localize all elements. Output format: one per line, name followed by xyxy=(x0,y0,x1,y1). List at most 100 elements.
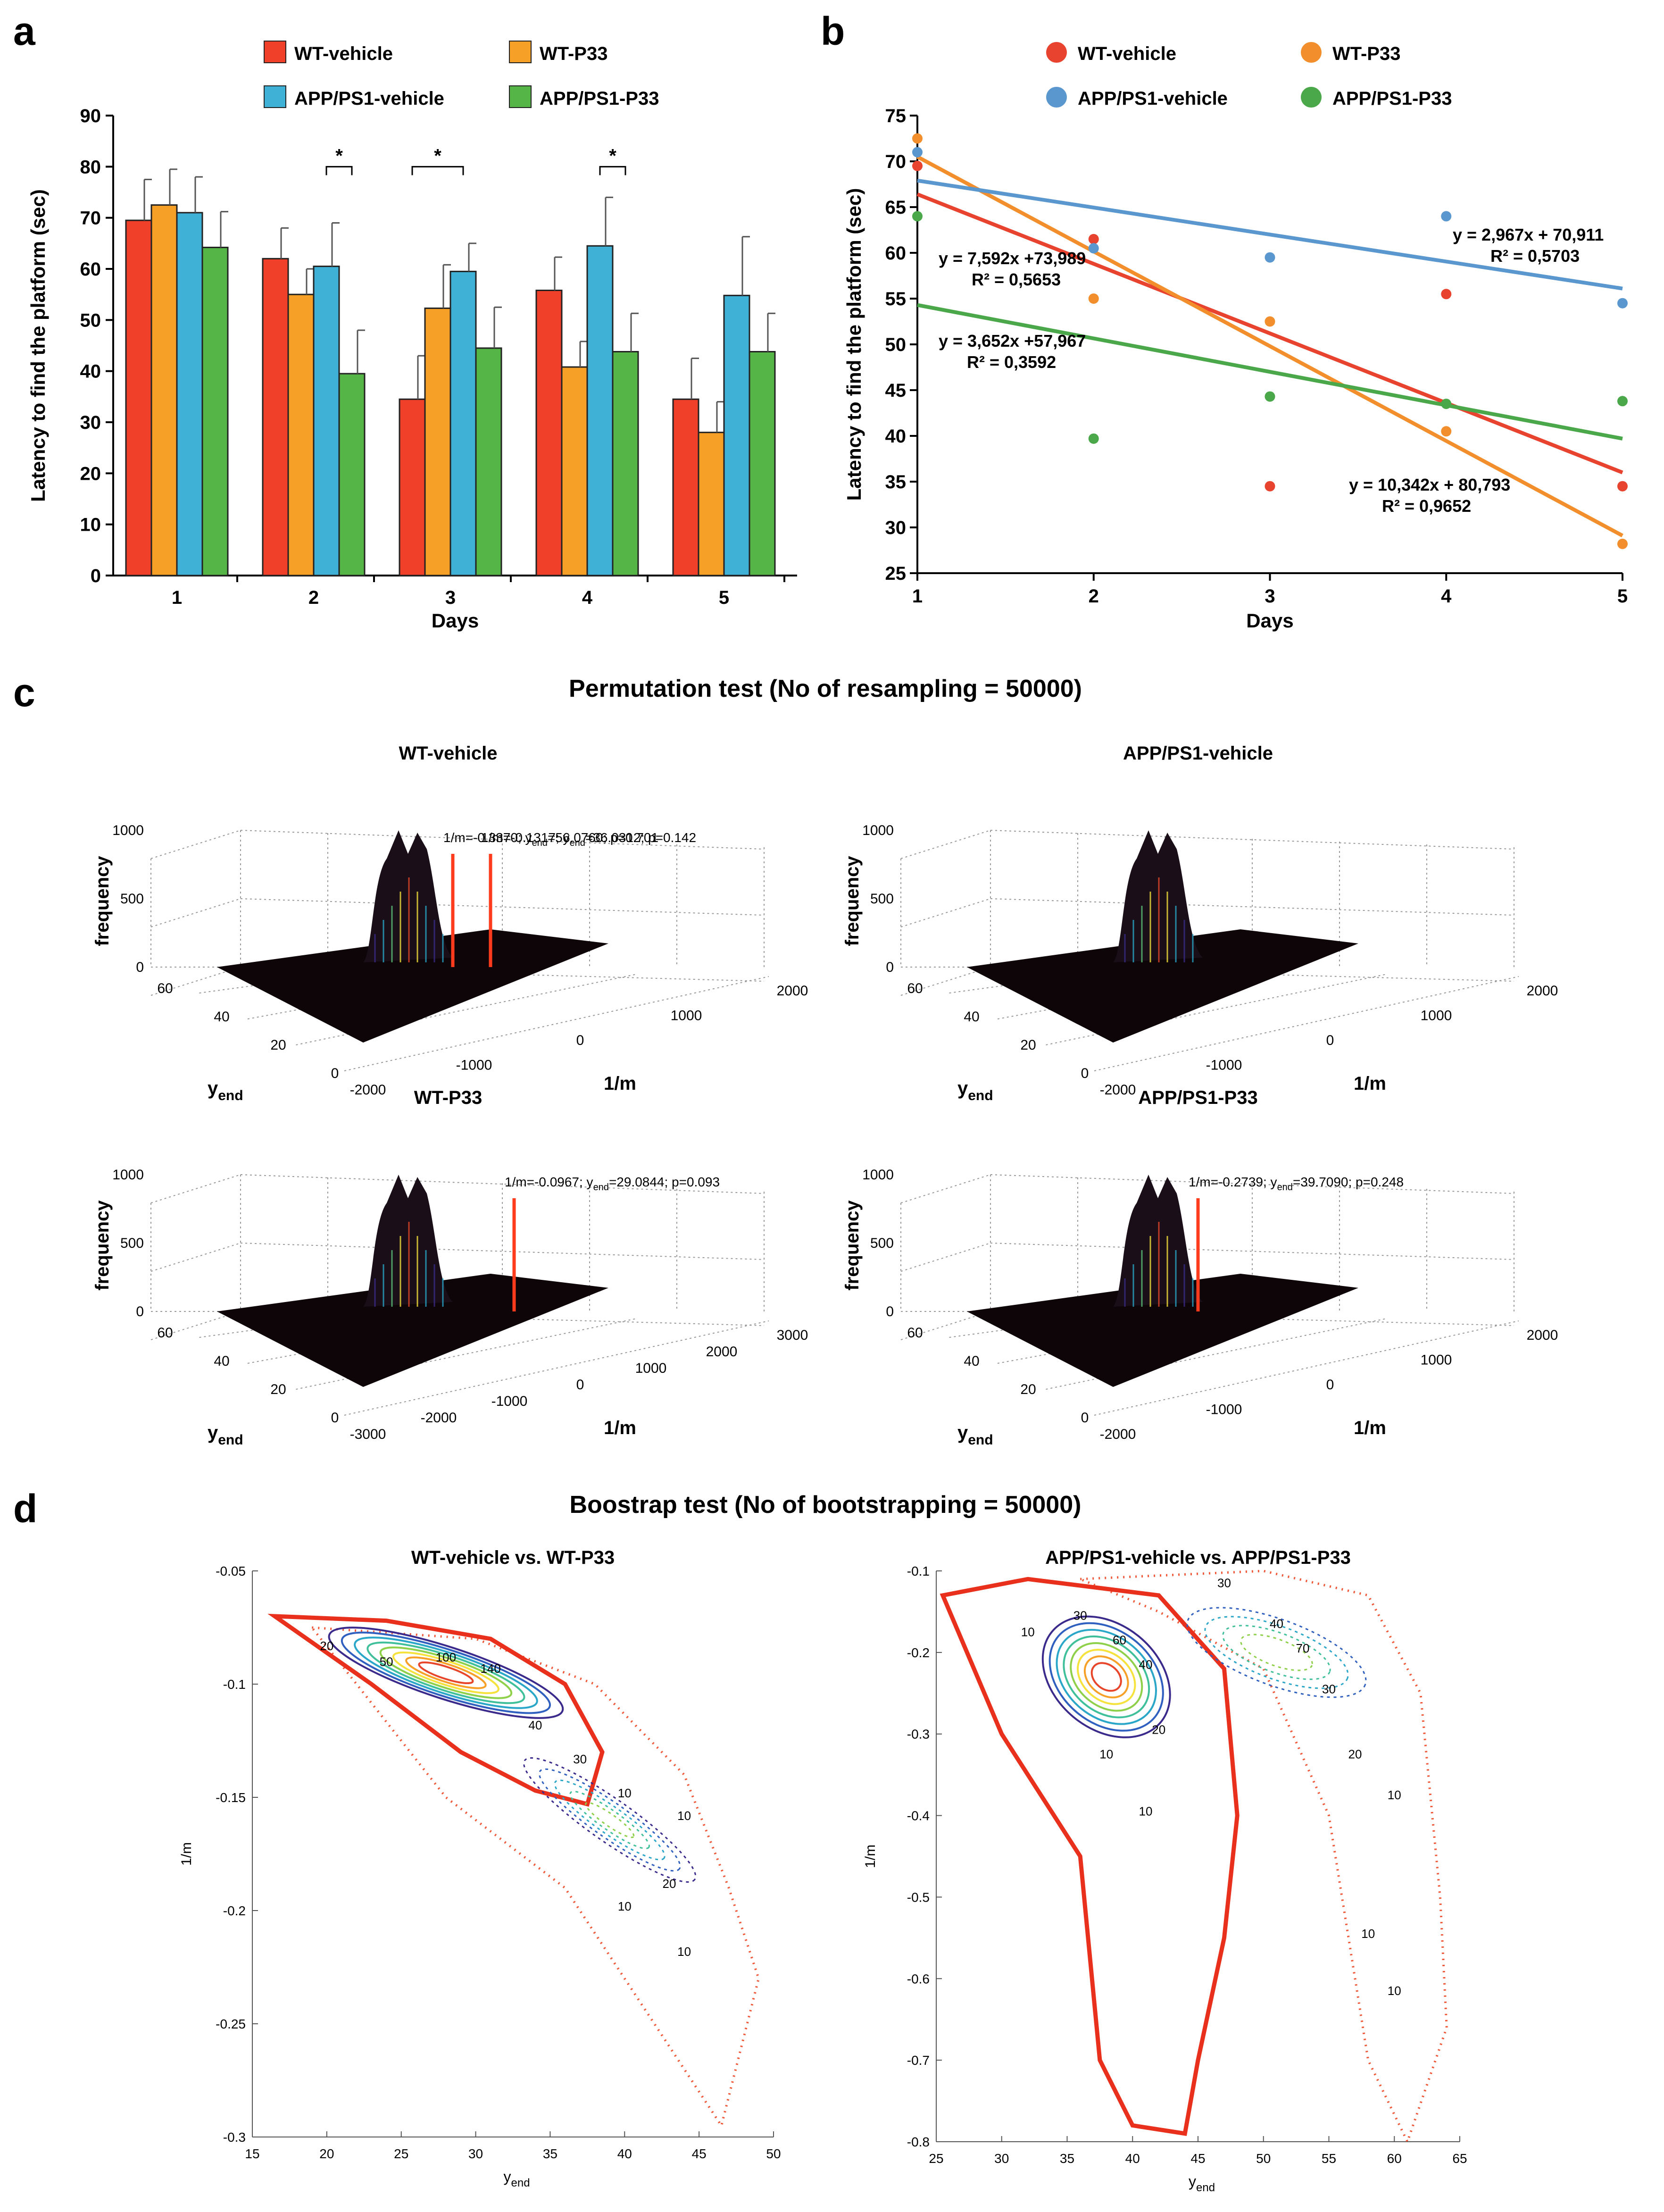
r-squared-app-ps1-p33: R² = 0,3592 xyxy=(967,352,1056,372)
r-squared-wt-vehicle: R² = 0,5653 xyxy=(972,270,1061,289)
y-tick-label: -0.6 xyxy=(907,1971,930,1986)
grid-line xyxy=(900,898,991,927)
x-tick-label: 65 xyxy=(1452,2151,1467,2166)
y-tick-label: 30 xyxy=(80,412,101,433)
z-tick-label: 0 xyxy=(136,1304,144,1319)
data-point-app-ps1-p33-day-2 xyxy=(1088,433,1099,444)
z-tick-label: 1000 xyxy=(112,1167,144,1183)
x-tick-label: 30 xyxy=(468,2146,483,2161)
grid-line xyxy=(150,830,241,859)
x-tick-label: 1000 xyxy=(1421,1008,1452,1024)
significance-bracket-day-2 xyxy=(325,166,353,175)
x-tick-label: 60 xyxy=(1387,2151,1402,2166)
legend-label-wt-p33: WT-P33 xyxy=(1332,43,1400,64)
panel-letter-d: d xyxy=(13,1486,38,1531)
y-tick-label: 10 xyxy=(80,515,101,535)
z-tick-label: 500 xyxy=(120,1235,144,1251)
x-tick-label: -2000 xyxy=(421,1410,457,1426)
observed-annotation: 1/m=-0.2739; yend=39.7090; p=0.248 xyxy=(1189,1175,1404,1193)
x-tick-label: 1000 xyxy=(1421,1352,1452,1368)
data-point-app-ps1-p33-day-3 xyxy=(1265,391,1275,402)
grid-line xyxy=(900,967,991,996)
contour-label: 10 xyxy=(1099,1747,1113,1761)
contour-ring-level-7 xyxy=(405,1656,487,1689)
panel-letter-c: c xyxy=(13,670,35,715)
y-tick-label: 80 xyxy=(80,157,101,177)
z-tick-label: 500 xyxy=(870,891,894,907)
z-axis-label: frequency xyxy=(92,856,113,946)
histogram-floor xyxy=(967,1274,1358,1387)
grid-line xyxy=(150,1243,241,1272)
bar-wt-vehicle-day-2 xyxy=(262,258,289,576)
data-point-app-ps1-vehicle-day-2 xyxy=(1088,243,1099,254)
data-point-app-ps1-p33-day-4 xyxy=(1441,399,1452,409)
y-tick-label: 0 xyxy=(1081,1410,1089,1426)
contour-ring-level-5 xyxy=(1070,1642,1143,1712)
y-tick-label: -0.8 xyxy=(907,2135,930,2149)
x-tick-label: 50 xyxy=(766,2146,781,2161)
legend-swatch-app-ps1-p33 xyxy=(509,85,532,108)
x-tick-label-1: 1 xyxy=(172,587,182,608)
contour-ring-level-4 xyxy=(1063,1635,1150,1719)
contour-ring-dotted-level-4 xyxy=(569,1791,650,1849)
contour-ring-level-1 xyxy=(328,1627,564,1719)
contour-label: 10 xyxy=(1021,1625,1035,1639)
contour-label: 30 xyxy=(1217,1576,1231,1590)
z-tick-label: 500 xyxy=(870,1235,894,1251)
grid-line xyxy=(1094,1320,1519,1416)
y-axis-label: 1/m xyxy=(179,1842,194,1866)
y-tick-label: 70 xyxy=(80,208,101,229)
observed-annotation: 1/m=-0.0967; yend=29.0844; p=0.093 xyxy=(505,1175,720,1193)
contour-label: 10 xyxy=(677,1945,691,1959)
legend-dot-wt-p33 xyxy=(1301,42,1322,63)
data-point-app-ps1-vehicle-day-3 xyxy=(1265,252,1275,263)
contour-ring-dotted-level-3 xyxy=(554,1779,666,1861)
x-tick-label: 45 xyxy=(692,2146,707,2161)
contour-label: 30 xyxy=(1073,1609,1087,1623)
contour-label: 10 xyxy=(618,1899,632,1913)
z-tick-label: 0 xyxy=(886,960,894,975)
histogram-floor xyxy=(217,929,608,1043)
y-tick-label: 55 xyxy=(885,289,907,309)
histogram-floor xyxy=(217,1274,608,1387)
legend-label-app-ps1-p33: APP/PS1-P33 xyxy=(1332,88,1452,109)
x-tick-label: -1000 xyxy=(491,1394,528,1409)
legend-label-wt-vehicle: WT-vehicle xyxy=(1078,43,1176,64)
grid-line xyxy=(949,969,1123,993)
y-tick-label: 65 xyxy=(885,197,907,218)
contour-ring-level-5 xyxy=(379,1646,513,1699)
x-tick-label: 30 xyxy=(994,2151,1009,2166)
plot-title: WT-vehicle vs. WT-P33 xyxy=(411,1547,615,1568)
bar-wt-p33-day-4 xyxy=(561,366,588,576)
contour-label: 70 xyxy=(1296,1641,1310,1655)
x-tick-label: -3000 xyxy=(350,1427,386,1442)
regression-line-wt-p33 xyxy=(916,155,1623,537)
x-tick-label: 35 xyxy=(1060,2151,1074,2166)
y-tick-label: 0 xyxy=(91,566,101,586)
y-tick-label: -0.1 xyxy=(223,1677,246,1692)
contour-label: 30 xyxy=(573,1752,587,1766)
y-tick-label: -0.15 xyxy=(216,1790,246,1805)
permutation-title: Permutation test (No of resampling = 500… xyxy=(569,675,1082,702)
contour-label: 40 xyxy=(528,1718,542,1732)
r-squared-app-ps1-vehicle: R² = 0,5703 xyxy=(1490,246,1580,266)
observed-annotation: 1/m=-0.1317; yend=36.0312; p=0.142 xyxy=(481,830,696,848)
x-axis-label: 1/m xyxy=(604,1418,636,1438)
y-tick-label: 70 xyxy=(885,151,907,172)
contour-ring-dotted-level-2 xyxy=(1204,1616,1349,1689)
y-tick-label: -0.05 xyxy=(216,1564,246,1578)
data-point-app-ps1-vehicle-day-5 xyxy=(1617,298,1628,309)
y-tick-label: 40 xyxy=(964,1009,979,1025)
histogram-peak xyxy=(363,830,453,962)
bootstrap-region-wt-vehicle xyxy=(267,1613,605,1807)
grid-line xyxy=(344,976,769,1071)
contour-label: 20 xyxy=(1152,1723,1165,1737)
y-axis-label: yend xyxy=(957,1078,993,1103)
regression-line-app-ps1-p33 xyxy=(917,303,1623,441)
contour-plot-wt-vehicle-vs-wt-p33: WT-vehicle vs. WT-P33 -0.05 -0.1 -0.15 -0.2 -… xyxy=(179,1547,781,2189)
contour-ring-level-2 xyxy=(341,1631,551,1714)
x-tick-label: 1000 xyxy=(635,1361,667,1376)
x-tick-label: -1000 xyxy=(456,1058,492,1073)
bootstrap-region-app-ps1-vehicle xyxy=(940,1577,1240,2136)
